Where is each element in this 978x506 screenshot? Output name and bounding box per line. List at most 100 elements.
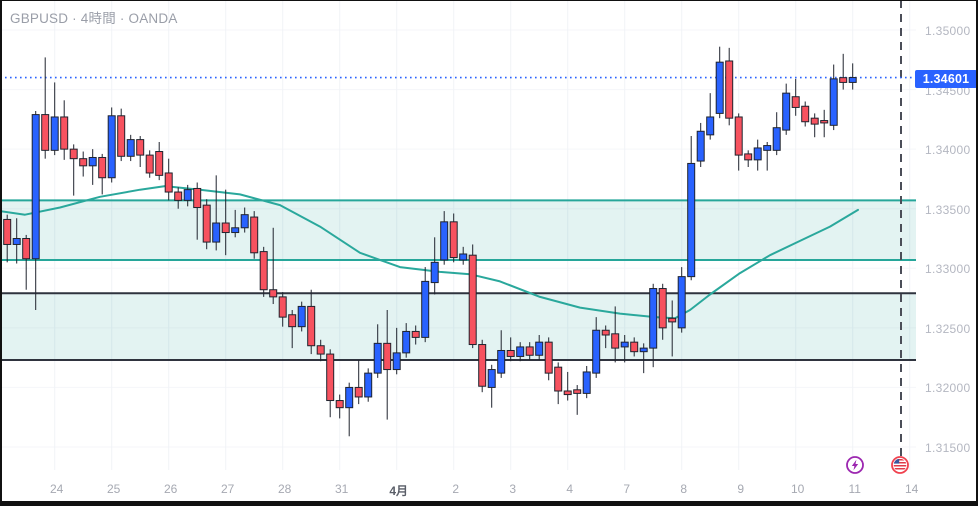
candle-up	[402, 330, 411, 354]
candle-up	[183, 189, 192, 201]
candle-down	[525, 346, 534, 356]
candle-up	[848, 77, 857, 83]
candle-up	[535, 341, 544, 356]
time-axis-label: 3	[509, 482, 517, 496]
candle-down	[193, 187, 202, 209]
price-axis-label: 1.35000	[925, 24, 971, 38]
last-price-badge: 1.34601	[915, 69, 976, 88]
candle-down	[136, 139, 145, 156]
candle-up	[212, 222, 221, 243]
candle-up	[421, 280, 430, 338]
candle-down	[563, 390, 572, 396]
candle-up	[687, 162, 696, 278]
price-zone[interactable]	[0, 293, 916, 361]
candle-up	[440, 221, 449, 261]
time-axis-label: 10	[791, 482, 805, 496]
candle-down	[658, 288, 667, 329]
time-axis-label: 4	[566, 482, 574, 496]
time-axis-label: 8	[680, 482, 688, 496]
time-axis-label: 4月	[389, 484, 409, 498]
price-axis-label: 1.32000	[925, 381, 971, 396]
candle-down	[60, 116, 69, 150]
candle-up	[392, 352, 401, 371]
candle-down	[22, 238, 31, 260]
candle-down	[820, 120, 829, 124]
price-axis-label: 1.34000	[925, 143, 971, 158]
candle-down	[202, 204, 211, 243]
candle-down	[250, 216, 259, 254]
lightning-event-icon[interactable]	[845, 455, 865, 475]
candle-down	[164, 172, 173, 193]
candle-down	[326, 353, 335, 402]
candle-up	[231, 227, 240, 234]
candle-up	[620, 341, 629, 348]
candle-up	[696, 130, 705, 162]
candle-down	[611, 333, 620, 349]
candle-down	[221, 222, 230, 234]
time-axis-label: 28	[278, 482, 292, 496]
candle-down	[41, 114, 50, 151]
candle-up	[715, 61, 724, 114]
candle-down	[155, 151, 164, 176]
candle-up	[763, 145, 772, 151]
candle-up	[582, 371, 591, 394]
candle-up	[240, 214, 249, 229]
candle-down	[601, 329, 610, 336]
candle-down	[810, 117, 819, 125]
candle-down	[307, 305, 316, 347]
time-axis-label: 27	[221, 482, 235, 496]
candle-down	[468, 254, 477, 346]
time-axis-label: 14	[905, 482, 919, 496]
candle-down	[69, 148, 78, 160]
candle-down	[839, 77, 848, 83]
candle-up	[677, 276, 686, 329]
time-axis-label: 31	[335, 482, 349, 496]
price-axis-label: 1.33000	[925, 262, 971, 277]
price-axis-label: 1.33500	[925, 202, 971, 217]
candle-down	[478, 344, 487, 387]
candle-down	[335, 400, 344, 409]
candle-up	[487, 369, 496, 388]
candle-up	[88, 156, 97, 167]
candle-up	[639, 347, 648, 353]
us-flag-icon	[893, 458, 907, 472]
candle-down	[278, 296, 287, 318]
candle-down	[288, 314, 297, 328]
candle-down	[544, 341, 553, 374]
candle-up	[516, 346, 525, 357]
candle-up	[126, 139, 135, 157]
time-axis-label: 9	[737, 482, 745, 496]
symbol-title: GBPUSD · 4時間 · OANDA	[10, 11, 178, 26]
candle-down	[269, 289, 278, 298]
candle-down	[734, 116, 743, 156]
candle-down	[316, 345, 325, 355]
candle-down	[174, 191, 183, 201]
candle-down	[744, 153, 753, 161]
time-axis-label: 7	[623, 482, 631, 496]
candle-down	[630, 341, 639, 353]
candle-up	[12, 238, 21, 245]
candle-down	[98, 156, 107, 179]
time-axis-label: 2	[452, 482, 460, 496]
candle-down	[117, 115, 126, 157]
candle-down	[725, 60, 734, 119]
candle-up	[497, 349, 506, 374]
time-axis-label: 24	[50, 482, 64, 496]
candle-down	[554, 366, 563, 392]
candle-down	[259, 251, 268, 291]
price-axis-label: 1.32500	[925, 321, 971, 336]
candle-up	[297, 305, 306, 328]
candle-up	[829, 78, 838, 126]
candle-up	[706, 116, 715, 136]
time-axis-label: 26	[164, 482, 178, 496]
candle-down	[145, 154, 154, 174]
us-flag-event-icon[interactable]	[890, 455, 910, 475]
candle-down	[801, 105, 810, 123]
candle-up	[772, 127, 781, 151]
symbol-legend[interactable]: GBPUSD · 4時間 · OANDA	[10, 7, 178, 27]
price-zone[interactable]	[0, 200, 916, 260]
candle-up	[345, 386, 354, 409]
candle-up	[782, 92, 791, 131]
